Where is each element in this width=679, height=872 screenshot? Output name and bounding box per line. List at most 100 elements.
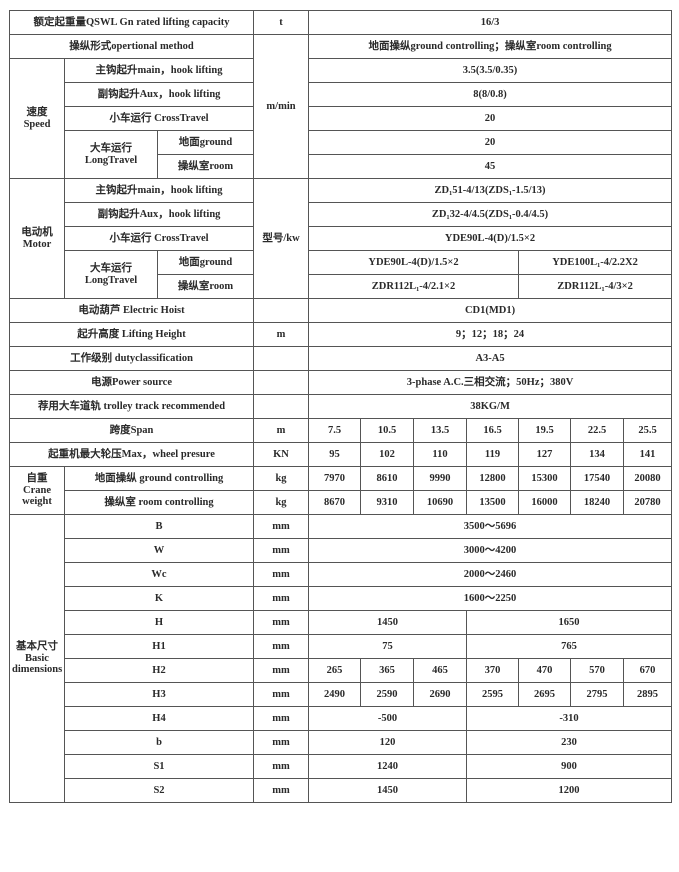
speed-long-label: 大车运行 LongTravel [64, 130, 158, 179]
dim-value: 370 [466, 658, 520, 683]
dim-value: 570 [570, 658, 625, 683]
dim-value: 1200 [466, 778, 673, 803]
speed-long-label-en: LongTravel [84, 154, 138, 166]
dimensions-label-text: 基本尺寸 [16, 641, 58, 653]
crane-weight-unit: kg [253, 490, 310, 515]
dim-value: 265 [308, 658, 362, 683]
crane-weight-value: 18240 [570, 490, 625, 515]
motor-ground-value: YDE90L-4(D)/1.5×2 [308, 250, 520, 275]
dim-label: b [63, 730, 255, 755]
crane-weight-label: 自重 Crane weight [9, 466, 65, 515]
dim-value: 900 [466, 754, 673, 779]
speed-main-label: 主钩起升main，hook lifting [63, 58, 255, 83]
span-value: 16.5 [466, 418, 520, 443]
row-dim-H3: H3 mm 2490 2590 2690 2595 2695 2795 2895 [10, 682, 673, 707]
power-unit [253, 370, 310, 395]
crane-weight-value: 16000 [518, 490, 572, 515]
speed-label-cn: 速度 [26, 106, 48, 118]
crane-spec-table: 额定起重量QSWL Gn rated lifting capacity t 16… [8, 10, 673, 803]
row-dim-Wc: Wc mm 2000～2460 [10, 562, 673, 587]
row-track: 荐用大车道轨 trolley track recommended 38KG/M [8, 394, 673, 419]
crane-weight-label-text: Crane [23, 484, 51, 496]
lifting_height-label: 起升高度 Lifting Height [8, 322, 255, 347]
dim-label: S2 [63, 778, 255, 803]
dim-value: 1650 [466, 610, 673, 635]
dim-value: 470 [518, 658, 572, 683]
dim-unit: mm [253, 682, 310, 707]
dim-value: 1240 [308, 754, 468, 779]
row-motor-main: 电动机 Motor 主钩起升main，hook lifting 型号/kw ZD₁… [9, 178, 673, 299]
hoist-unit [253, 298, 310, 323]
crane-weight-value: 10690 [413, 490, 468, 515]
crane-weight-value: 9990 [413, 466, 468, 491]
wheel_pressure-value: 119 [466, 442, 520, 467]
dim-value: 2690 [413, 682, 468, 707]
capacity-value: 16/3 [308, 10, 673, 35]
dim-value: 1450 [308, 610, 468, 635]
crane-weight-ground-label: 地面操纵 ground controlling [63, 466, 255, 491]
speed-aux-label: 副钩起升Aux，hook lifting [63, 82, 255, 107]
crane-weight-value: 17540 [570, 466, 625, 491]
power-value: 3-phase A.C.三相交流；50Hz；380V [308, 370, 673, 395]
row-duty: 工作级别 dutyclassification A3-A5 [8, 346, 673, 371]
row-dim-H4: H4 mm -500 -310 [10, 706, 673, 731]
speed-ground-label: 地面ground [156, 130, 255, 155]
dim-value: -500 [308, 706, 468, 731]
row-dim-S2: S2 mm 1450 1200 [10, 778, 673, 803]
motor-cross-label: 小车运行 CrossTravel [63, 226, 255, 251]
row-dim-H2: H2 mm 265 365 465 370 470 570 670 [10, 658, 673, 683]
row-power: 电源Power source 3-phase A.C.三相交流；50Hz；380V [8, 370, 673, 395]
duty-label: 工作级别 dutyclassification [8, 346, 255, 371]
speed-unit: m/min [253, 34, 310, 179]
dim-value: 3000～4200 [308, 538, 673, 563]
row-speed-long-ground: 大车运行 LongTravel 地面ground 20 [10, 130, 673, 179]
track-unit [253, 394, 310, 419]
speed-main-value: 3.5(3.5/0.35) [308, 58, 673, 83]
dim-value: 230 [466, 730, 673, 755]
wheel_pressure-value: 141 [623, 442, 673, 467]
span-value: 22.5 [570, 418, 625, 443]
motor-main-value: ZD₁51-4/13(ZDS₁-1.5/13) [308, 178, 673, 203]
dim-value: 120 [308, 730, 468, 755]
span-value: 19.5 [518, 418, 572, 443]
row-span: 跨度Span m 7.5 10.5 13.5 16.5 19.5 22.5 25.5 [8, 418, 673, 443]
motor-aux-label: 副钩起升Aux，hook lifting [63, 202, 255, 227]
wheel_pressure-value: 95 [308, 442, 362, 467]
motor-long-label: 大车运行 LongTravel [64, 250, 158, 299]
dim-label: B [63, 514, 255, 539]
lifting_height-unit: m [253, 322, 310, 347]
motor-unit: 型号/kw [253, 178, 310, 299]
motor-main-label: 主钩起升main，hook lifting [63, 178, 255, 203]
row-speed-main: 速度 Speed 主钩起升main，hook lifting 3.5(3.5/0.… [9, 58, 673, 179]
crane-weight-value: 20080 [623, 466, 673, 491]
wheel_pressure-unit: KN [253, 442, 310, 467]
wheel_pressure-value: 102 [360, 442, 415, 467]
dim-label: K [63, 586, 255, 611]
crane-weight-value: 8610 [360, 466, 415, 491]
dim-label: H2 [63, 658, 255, 683]
dim-unit: mm [253, 778, 310, 803]
dim-value: 2000～2460 [308, 562, 673, 587]
dim-value: 2795 [570, 682, 625, 707]
dim-unit: mm [253, 562, 310, 587]
crane-weight-label-text: 自重 [26, 473, 48, 485]
dim-unit: mm [253, 658, 310, 683]
row-hoist: 电动葫芦 Electric Hoist CD1(MD1) [8, 298, 673, 323]
crane-weight-value: 12800 [466, 466, 520, 491]
dim-value: 2595 [466, 682, 520, 707]
row-dim-b: b mm 120 230 [10, 730, 673, 755]
method-value: 地面操纵ground controlling；操纵室room controlli… [308, 34, 673, 59]
duty-unit [253, 346, 310, 371]
row-dim-S1: S1 mm 1240 900 [10, 754, 673, 779]
dim-value: 2490 [308, 682, 362, 707]
dimensions-label: 基本尺寸 Basic dimensions [9, 514, 65, 803]
dim-unit: mm [253, 634, 310, 659]
motor-label-cn: 电动机 [21, 226, 53, 238]
motor-cross-value: YDE90L-4(D)/1.5×2 [308, 226, 673, 251]
capacity-label: 额定起重量QSWL Gn rated lifting capacity [8, 10, 255, 35]
dim-value: 2590 [360, 682, 415, 707]
motor-long-label-cn: 大车运行 [90, 262, 132, 274]
speed-label-en: Speed [23, 118, 51, 130]
